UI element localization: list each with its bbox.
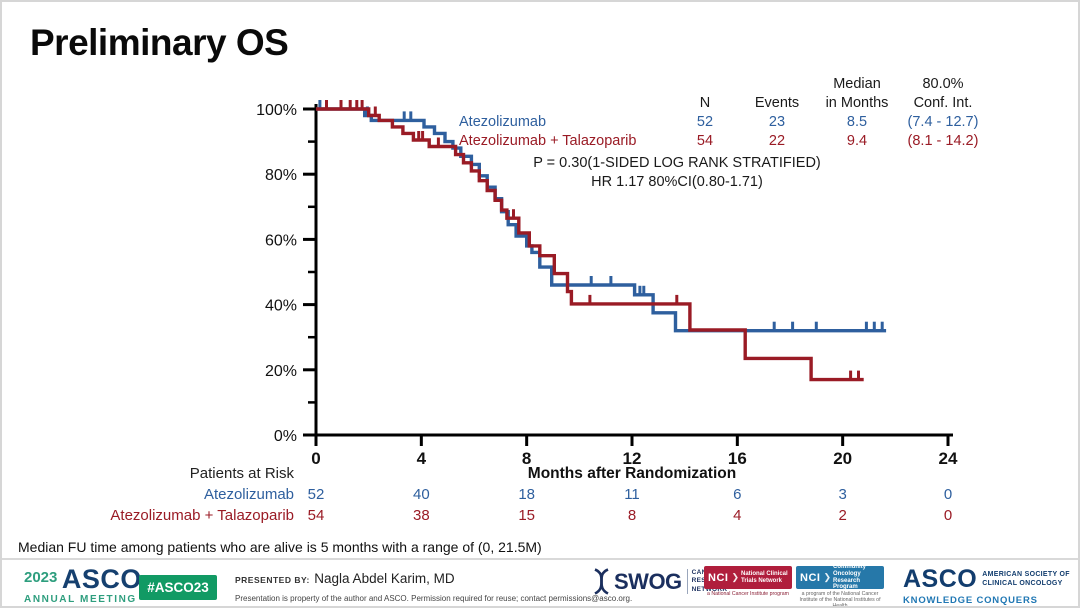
- presented-by-block: PRESENTED BY: Nagla Abdel Karim, MD Pres…: [235, 570, 632, 603]
- risk-count: 40: [412, 486, 430, 503]
- page-title: Preliminary OS: [30, 22, 289, 63]
- stat-events: 23: [768, 114, 786, 130]
- asco-society-subtitle: AMERICAN SOCIETY OF CLINICAL ONCOLOGY: [982, 570, 1070, 587]
- risk-count: 4: [733, 507, 742, 524]
- presenter-name: Nagla Abdel Karim, MD: [314, 571, 455, 586]
- asco-annual-meeting-logo: 2023 ASCO ANNUAL MEETING: [24, 566, 142, 605]
- patients-at-risk-title: Patients at Risk: [189, 465, 294, 482]
- stats-row-atezolizumab: Atezolizumab 52 23 8.5 (7.4 - 12.7): [2, 114, 1078, 132]
- y-tick-label: 20%: [265, 363, 297, 380]
- risk-count: 54: [307, 507, 325, 524]
- hazard-ratio-annotation: HR 1.17 80%CI(0.80-1.71): [591, 174, 763, 190]
- nci-ncorp-subtext: a program of the National Cancer Institu…: [799, 590, 881, 608]
- stats-header-ci-1: 80.0%: [922, 76, 964, 92]
- nci-ncorp-label: Community Oncology Research Program: [833, 563, 866, 591]
- disclaimer-text: Presentation is property of the author a…: [235, 594, 633, 603]
- stat-n: 54: [696, 133, 714, 149]
- legend-label-atezolizumab-talazoparib: Atezolizumab + Talazoparib: [459, 133, 637, 149]
- asco-wordmark: ASCO: [61, 564, 142, 594]
- p-value-annotation: P = 0.30(1-SIDED LOG RANK STRATIFIED): [533, 155, 821, 171]
- stat-events: 22: [768, 133, 786, 149]
- nci-nctn-logo: NCI ❯ National Clinical Trials Network a…: [704, 566, 792, 597]
- stats-row-atezolizumab-talazoparib: Atezolizumab + Talazoparib 54 22 9.4 (8.…: [2, 133, 1078, 151]
- stats-header-median-2: in Months: [825, 95, 889, 111]
- nci-abbr: NCI: [800, 571, 821, 584]
- risk-count: 18: [518, 486, 535, 503]
- risk-count: 38: [412, 507, 430, 524]
- dna-helix-icon: [594, 568, 609, 595]
- asco-wordmark: ASCO: [903, 565, 978, 593]
- stats-header-ci-2: Conf. Int.: [913, 95, 973, 111]
- footer-divider: [2, 558, 1078, 560]
- risk-count: 11: [624, 486, 640, 503]
- asco-society-logo: ASCO AMERICAN SOCIETY OF CLINICAL ONCOLO…: [903, 565, 1078, 606]
- risk-count: 8: [627, 507, 637, 524]
- stats-header-line1: Median 80.0%: [2, 76, 1078, 94]
- stat-median: 9.4: [846, 133, 868, 149]
- hashtag-badge: #ASCO23: [139, 575, 217, 600]
- x-tick-label: 0: [311, 449, 320, 468]
- risk-count: 2: [838, 507, 847, 524]
- footer-bar: 2023 ASCO ANNUAL MEETING #ASCO23 PRESENT…: [2, 560, 1078, 606]
- y-tick-label: 0%: [274, 428, 297, 445]
- risk-count: 52: [307, 486, 325, 503]
- chevron-icon: ❯: [731, 572, 739, 582]
- stats-header-events: Events: [754, 95, 800, 111]
- annual-meeting-label: ANNUAL MEETING: [24, 594, 137, 605]
- risk-row-label: Atezolizumab + Talazoparib: [110, 507, 294, 524]
- y-tick-label: 40%: [265, 298, 297, 315]
- nci-nctn-subtext: a National Cancer Institute program: [707, 590, 789, 597]
- stat-ci: (7.4 - 12.7): [907, 114, 979, 130]
- nci-nctn-label: National Clinical Trials Network: [741, 570, 788, 584]
- stats-header-line2: N Events in Months Conf. Int.: [2, 95, 1078, 113]
- risk-row-label: Atezolizumab: [203, 486, 294, 503]
- y-tick-label: 80%: [265, 167, 297, 184]
- risk-count: 15: [518, 507, 535, 524]
- presented-by-label: PRESENTED BY:: [235, 575, 310, 585]
- risk-count: 3: [838, 486, 847, 503]
- nci-ncorp-logo: NCI ❯ Community Oncology Research Progra…: [796, 563, 884, 608]
- stat-median: 8.5: [846, 114, 868, 130]
- swog-wordmark: SWOG: [614, 568, 682, 594]
- risk-count: 6: [733, 486, 742, 503]
- footnote: Median FU time among patients who are al…: [18, 539, 542, 555]
- y-tick-label: 60%: [265, 232, 297, 249]
- meeting-year: 2023: [24, 569, 58, 586]
- stats-header-n: N: [699, 95, 711, 111]
- stat-ci: (8.1 - 14.2): [907, 133, 979, 149]
- stats-header-median-1: Median: [833, 76, 881, 92]
- risk-count: 0: [943, 486, 953, 503]
- asco-tagline: KNOWLEDGE CONQUERS CANCER: [903, 595, 1038, 606]
- chevron-icon: ❯: [823, 572, 831, 582]
- x-tick-label: 24: [939, 449, 958, 468]
- stat-n: 52: [696, 114, 714, 130]
- x-axis-title: Months after Randomization: [527, 465, 737, 482]
- risk-count: 0: [943, 507, 953, 524]
- legend-label-atezolizumab: Atezolizumab: [459, 114, 547, 130]
- nci-abbr: NCI: [708, 571, 729, 584]
